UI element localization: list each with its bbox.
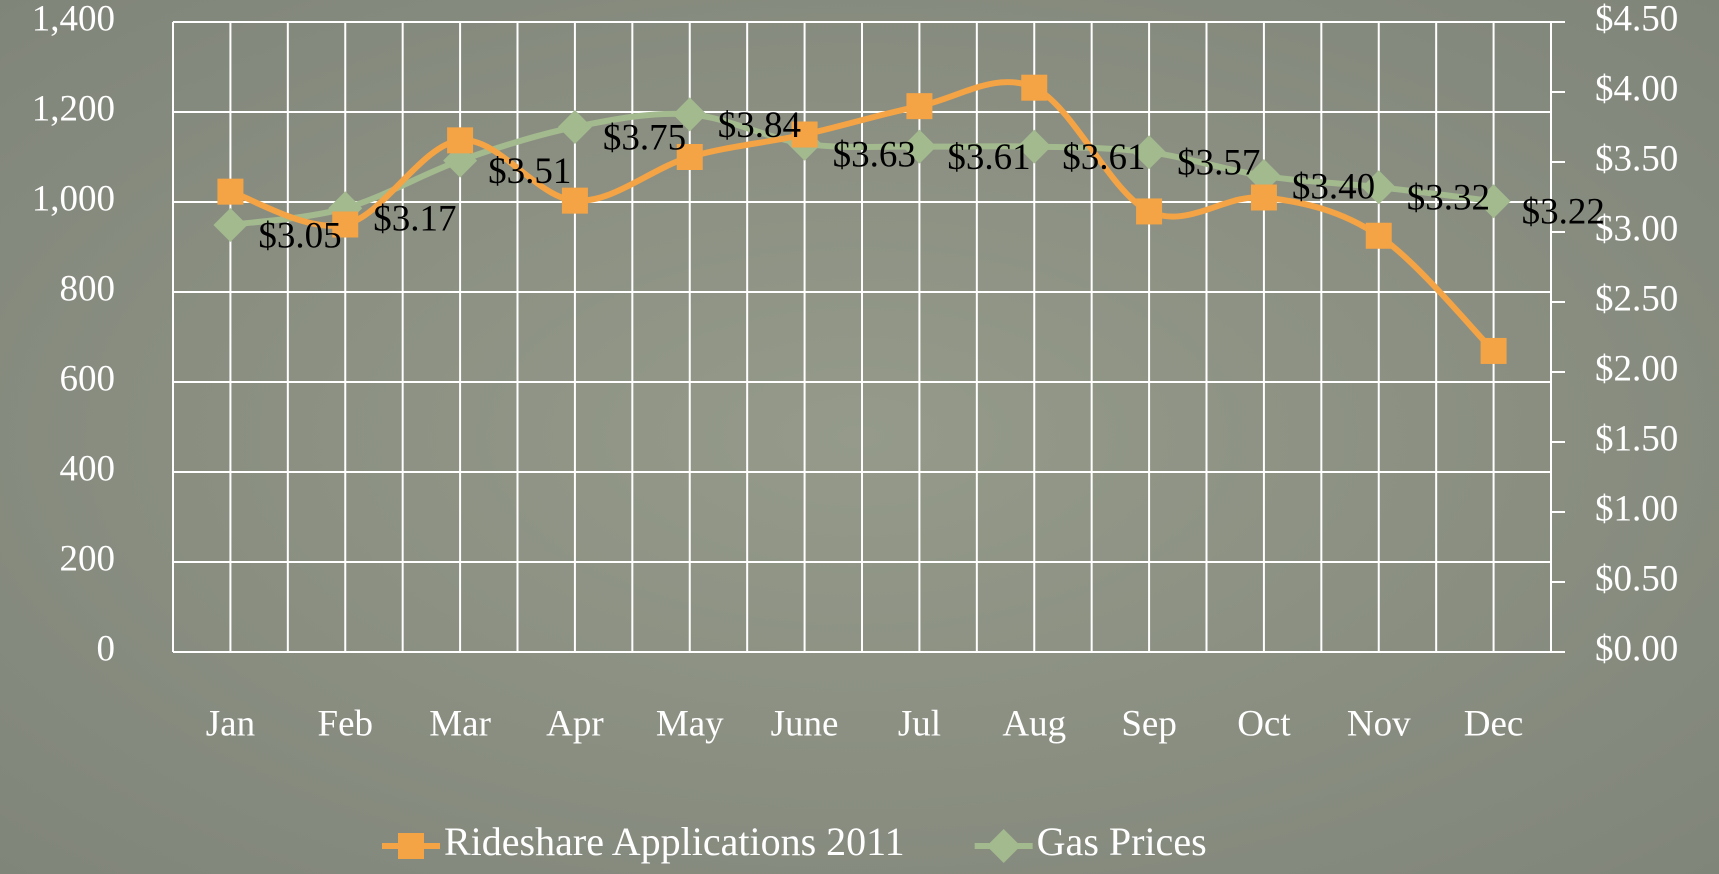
data-label: $3.22: [1522, 192, 1605, 233]
y2-tick-label: $4.00: [1595, 68, 1678, 109]
legend-swatch-marker: [398, 833, 424, 859]
x-tick-label: June: [771, 703, 839, 744]
legend-label: Rideshare Applications 2011: [444, 819, 905, 864]
point-marker: [1136, 198, 1163, 225]
data-label: $3.17: [373, 199, 456, 240]
data-label: $3.63: [833, 134, 916, 175]
y-tick-label: 800: [60, 268, 116, 309]
point-marker: [902, 129, 937, 164]
data-label: $3.61: [1062, 137, 1145, 178]
x-tick-label: Mar: [429, 703, 491, 744]
point-marker: [332, 211, 359, 238]
y2-tick-label: $3.50: [1595, 138, 1678, 179]
y2-tick-label: $4.50: [1595, 0, 1678, 39]
point-marker: [213, 208, 248, 242]
y2-tick-label: $2.00: [1595, 348, 1678, 389]
data-label: $3.05: [258, 215, 341, 256]
x-tick-label: Sep: [1121, 703, 1177, 744]
point-marker: [217, 178, 244, 205]
x-tick-label: Apr: [546, 703, 604, 744]
point-marker: [1132, 135, 1167, 170]
data-label: $3.61: [947, 137, 1030, 178]
y-tick-label: 1,200: [32, 88, 115, 129]
x-tick-label: Jan: [206, 703, 255, 744]
point-marker: [1361, 170, 1396, 205]
y-tick-label: 600: [60, 358, 116, 399]
point-marker: [1480, 337, 1507, 364]
data-label: $3.84: [718, 105, 801, 146]
point-marker: [791, 121, 818, 148]
data-label: $3.75: [603, 117, 686, 158]
x-tick-label: Nov: [1347, 703, 1411, 744]
point-marker: [1021, 74, 1048, 101]
y2-tick-label: $3.00: [1595, 208, 1678, 249]
point-marker: [1365, 222, 1392, 249]
series-line: [229, 79, 1496, 354]
x-tick-label: Aug: [1002, 703, 1066, 744]
point-marker: [1250, 184, 1277, 211]
point-marker: [676, 144, 703, 170]
y-tick-label: 1,400: [32, 0, 115, 39]
x-tick-label: Feb: [318, 703, 374, 744]
data-label: $3.57: [1177, 143, 1260, 184]
x-tick-label: May: [656, 703, 724, 744]
data-label: $3.32: [1407, 178, 1490, 219]
point-marker: [447, 127, 474, 154]
legend-swatch-marker: [986, 829, 1021, 863]
point-marker: [1476, 184, 1511, 219]
y2-tick-label: $2.50: [1595, 278, 1678, 319]
y2-tick-label: $0.50: [1595, 558, 1678, 599]
legend-item: Rideshare Applications 2011: [382, 819, 905, 864]
data-label: $3.40: [1292, 166, 1375, 207]
legend-item: Gas Prices: [974, 819, 1207, 864]
y-tick-label: 0: [97, 628, 116, 669]
y2-tick-label: $1.50: [1595, 418, 1678, 459]
y-tick-label: 1,000: [32, 178, 115, 219]
point-marker: [1017, 129, 1052, 164]
legend-label: Gas Prices: [1037, 819, 1207, 864]
y2-tick-label: $1.00: [1595, 488, 1678, 529]
data-label: $3.51: [488, 151, 571, 192]
y-tick-label: 200: [60, 538, 116, 579]
x-tick-label: Jul: [898, 703, 941, 744]
point-marker: [561, 187, 588, 214]
point-marker: [557, 110, 592, 144]
x-tick-label: Dec: [1464, 703, 1524, 744]
y-tick-label: 400: [60, 448, 116, 489]
y2-tick-label: $0.00: [1595, 628, 1678, 669]
point-marker: [672, 97, 707, 132]
point-marker: [906, 93, 933, 120]
x-tick-label: Oct: [1237, 703, 1291, 744]
